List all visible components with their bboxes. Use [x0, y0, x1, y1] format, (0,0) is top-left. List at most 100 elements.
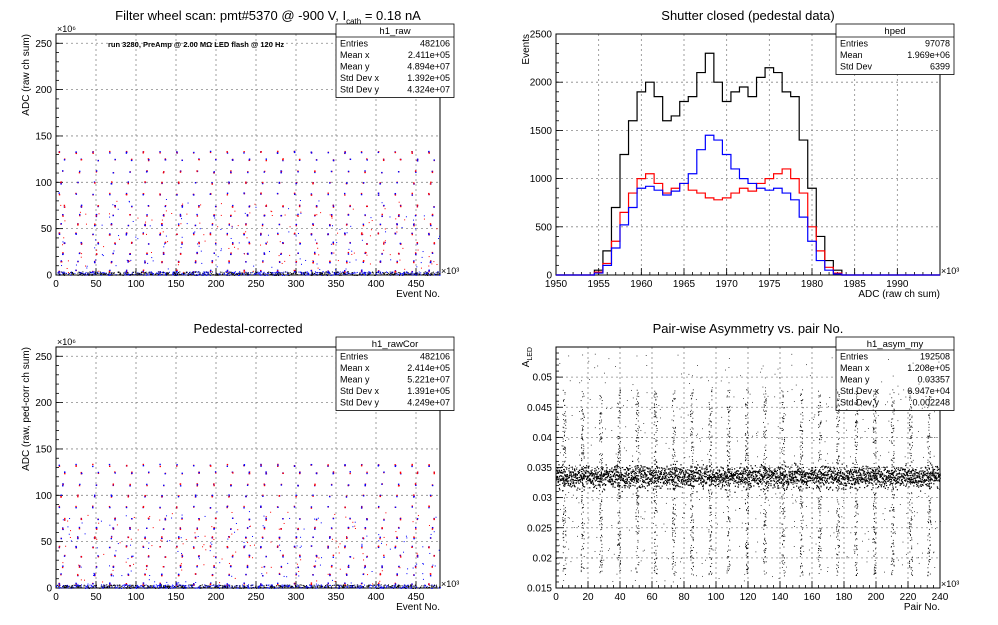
data-point [125, 584, 128, 586]
data-point [91, 584, 93, 586]
data-point [209, 232, 212, 234]
data-point [260, 583, 262, 586]
data-point [306, 271, 308, 273]
data-point [159, 152, 161, 154]
data-point [394, 585, 396, 587]
data-point [130, 241, 133, 244]
data-point [157, 273, 159, 275]
x-axis-exponent: ×10³ [441, 266, 459, 276]
data-point [376, 272, 378, 274]
data-point [333, 584, 335, 586]
data-point [212, 273, 214, 275]
data-point [239, 272, 241, 274]
data-point [67, 586, 69, 588]
data-point [433, 472, 435, 475]
data-point [322, 585, 324, 587]
data-point [153, 586, 155, 588]
data-point [394, 272, 396, 274]
data-point [228, 272, 230, 274]
data-point [385, 587, 387, 589]
data-point [93, 495, 96, 498]
data-point [360, 465, 363, 467]
data-point [117, 272, 119, 274]
x-tick-label: 1990 [886, 279, 909, 290]
data-point [132, 584, 134, 586]
y-tick-label: 0.02 [533, 553, 553, 564]
data-point [266, 587, 268, 589]
data-point [159, 583, 162, 585]
data-point [295, 271, 297, 273]
data-point [295, 223, 298, 226]
data-point [92, 463, 94, 466]
data-point [329, 574, 331, 577]
data-point [339, 228, 341, 230]
data-point [260, 546, 262, 548]
data-point [94, 585, 96, 587]
data-point [431, 528, 434, 530]
data-point [75, 545, 77, 548]
data-point [63, 271, 65, 273]
y-axis-label: ADC (raw ch sum) [21, 34, 32, 116]
data-point [377, 192, 380, 194]
data-point [181, 218, 183, 220]
data-point [577, 481, 579, 483]
data-point [435, 273, 437, 275]
data-point [116, 587, 118, 589]
data-point [133, 563, 135, 565]
data-point [589, 478, 591, 480]
data-point [299, 554, 301, 557]
data-point [111, 535, 113, 537]
data-point [263, 528, 266, 530]
data-point [81, 273, 83, 275]
data-point [411, 585, 413, 587]
data-point [94, 223, 96, 225]
data-point [80, 273, 82, 275]
data-point [185, 586, 187, 588]
data-point [322, 271, 324, 273]
y-tick-label: 50 [41, 224, 53, 235]
data-point [561, 466, 563, 468]
data-point [371, 272, 373, 274]
y-tick-label: 200 [35, 398, 52, 409]
data-point [161, 573, 163, 575]
data-point [112, 204, 114, 206]
data-point [297, 566, 299, 569]
data-point [179, 171, 182, 173]
data-point [115, 587, 117, 589]
data-point [595, 473, 597, 475]
data-point [585, 481, 587, 483]
data-point [389, 586, 391, 588]
data-point [226, 274, 228, 276]
data-point [247, 252, 249, 255]
data-point [228, 224, 231, 226]
data-point [111, 587, 113, 589]
data-point [401, 586, 403, 588]
data-point [176, 585, 178, 587]
data-point [328, 271, 330, 273]
data-point [565, 478, 567, 480]
data-point [100, 584, 102, 586]
data-point [297, 171, 299, 173]
data-point [112, 527, 114, 529]
data-point [314, 170, 316, 173]
data-point [562, 464, 564, 466]
data-point [384, 584, 386, 586]
data-point [248, 471, 250, 474]
data-point [118, 584, 120, 586]
data-point [62, 244, 64, 246]
data-point [339, 585, 341, 587]
data-point [400, 273, 402, 275]
data-point [300, 271, 302, 273]
data-point [566, 478, 568, 480]
data-point [62, 241, 64, 243]
data-point [394, 586, 396, 588]
data-point [266, 274, 268, 276]
data-point [319, 564, 321, 566]
data-point [265, 471, 267, 473]
data-point [574, 470, 576, 472]
data-point [428, 583, 430, 586]
data-point [590, 471, 592, 473]
data-point [436, 274, 438, 276]
data-point [293, 270, 296, 272]
data-point [399, 554, 401, 556]
